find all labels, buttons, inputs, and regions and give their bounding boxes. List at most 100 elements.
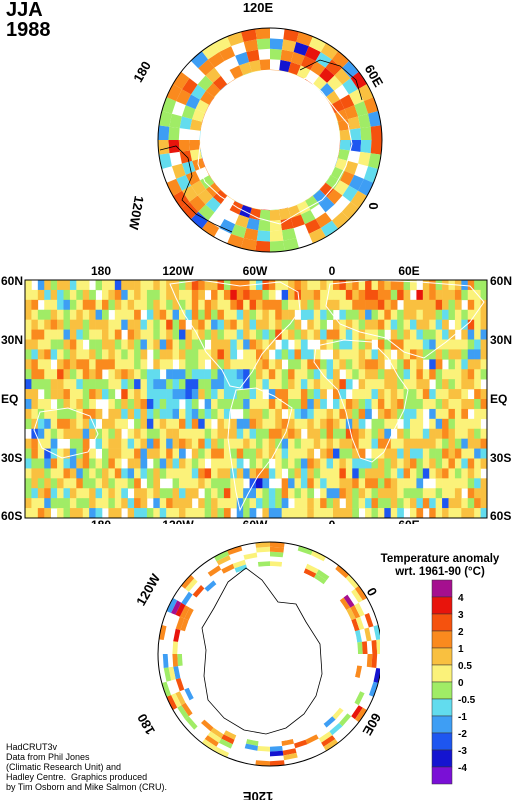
anomaly-cell [403,369,411,380]
anomaly-cell [467,438,475,449]
anomaly-cell [435,468,443,479]
anomaly-cell [255,28,270,40]
anomaly-cell [270,750,284,757]
anomaly-cell [89,418,96,430]
anomaly-cell [256,399,263,410]
anomaly-cell [345,289,353,301]
anomaly-cell [320,399,327,410]
anomaly-cell [127,329,135,340]
anomaly-cell [345,574,359,589]
anomaly-cell [345,359,353,370]
anomaly-cell [198,408,205,420]
anomaly-cell [358,418,366,430]
anomaly-cell [397,508,404,519]
anomaly-cell [390,399,398,410]
anomaly-cell [352,359,359,370]
anomaly-cell [179,408,186,420]
anomaly-cell [354,101,369,117]
anomaly-cell [121,299,128,311]
anomaly-cell [281,39,297,52]
anomaly-cell [345,319,353,330]
anomaly-cell [294,508,302,519]
anomaly-cell [185,578,198,592]
anomaly-cell [345,329,353,340]
anomaly-cell [236,428,244,439]
anomaly-cell [159,309,167,320]
anomaly-cell [288,468,295,479]
anomaly-cell [429,498,436,509]
anomaly-cell [230,468,238,479]
anomaly-cell [262,319,270,330]
anomaly-cell [316,569,330,581]
anomaly-cell [185,478,193,489]
anomaly-cell [288,369,295,380]
anomaly-cell [50,438,58,449]
anomaly-cell [384,349,392,360]
anomaly-cell [249,418,257,430]
anomaly-cell [161,681,171,697]
anomaly-cell [377,508,385,519]
anomaly-cell [179,309,186,320]
anomaly-cell [270,551,284,558]
anomaly-cell [358,84,374,102]
anomaly-cell [127,408,135,420]
anomaly-cell [410,468,417,479]
anomaly-cell [166,508,173,519]
anomaly-cell [89,468,96,479]
anomaly-cell [384,299,392,311]
anomaly-cell [364,627,372,642]
anomaly-cell [442,508,449,519]
anomaly-cell [89,428,96,439]
anomaly-cell [327,189,343,205]
anomaly-cell [410,498,417,509]
anomaly-cell [325,59,342,76]
anomaly-cell [82,369,90,380]
anomaly-cell [310,61,326,76]
south-lon-label: 180 [134,711,158,737]
anomaly-cell [410,369,417,380]
anomaly-cell [25,399,32,410]
anomaly-cell [76,478,84,489]
anomaly-cell [204,580,217,592]
anomaly-cell [153,359,161,370]
anomaly-cell [173,666,181,680]
anomaly-cell [448,478,456,489]
anomaly-cell [140,359,148,370]
anomaly-cell [294,739,308,749]
anomaly-cell [69,349,77,360]
anomaly-cell [198,498,205,509]
anomaly-cell [403,289,411,301]
anomaly-cell [283,29,299,42]
anomaly-cell [230,329,238,340]
anomaly-cell [134,498,141,509]
anomaly-cell [300,478,308,489]
anomaly-cell [410,488,417,499]
anomaly-cell [281,389,289,400]
anomaly-cell [172,379,180,390]
anomaly-cell [268,468,276,479]
anomaly-cell [448,339,456,350]
anomaly-cell [172,369,180,380]
anomaly-cell [179,468,186,479]
anomaly-cell [320,408,327,420]
anomaly-cell [410,408,417,420]
anomaly-cell [166,319,173,330]
anomaly-cell [384,458,392,469]
anomaly-cell [159,389,167,400]
anomaly-cell [422,468,430,479]
anomaly-cell [268,309,276,320]
anomaly-cell [201,43,220,60]
anomaly-cell [159,428,167,439]
anomaly-cell [376,639,380,654]
anomaly-cell [108,508,116,519]
anomaly-cell [175,602,186,617]
anomaly-cell [82,319,90,330]
anomaly-cell [442,379,449,390]
anomaly-cell [339,448,347,459]
anomaly-cell [307,408,315,420]
anomaly-cell [185,468,193,479]
anomaly-cell [358,399,366,410]
anomaly-cell [166,468,173,479]
anomaly-cell [217,438,225,449]
anomaly-cell [134,309,141,320]
